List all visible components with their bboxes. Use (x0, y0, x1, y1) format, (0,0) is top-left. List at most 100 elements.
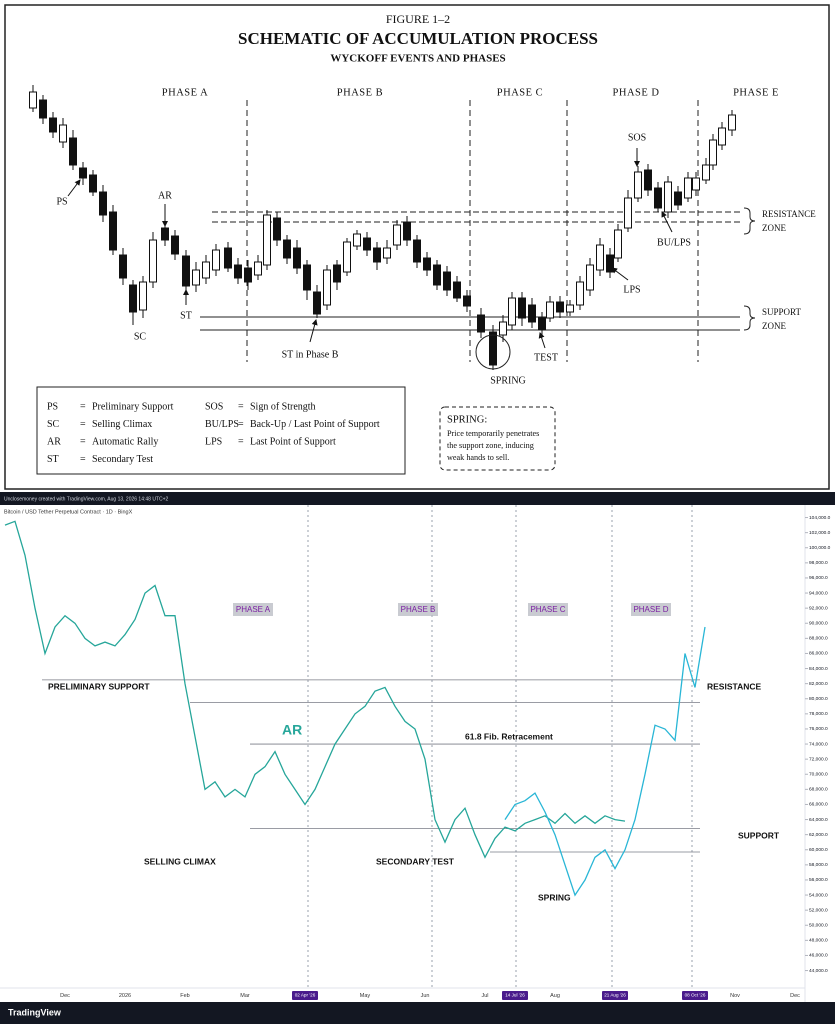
candle-body (453, 281, 461, 299)
y-tick-label: 66,000.0 (809, 802, 828, 808)
candle-body (79, 167, 87, 179)
phase-tag-bg (233, 603, 273, 616)
legend-text: SC (47, 419, 60, 430)
event-arrows (67, 148, 673, 349)
annotation: AR (282, 722, 302, 738)
candle-body (433, 264, 441, 286)
y-tick-label: 44,000.0 (809, 968, 828, 974)
event-label: BU/LPS (657, 237, 691, 248)
y-tick-label: 68,000.0 (809, 787, 828, 793)
candle-body (413, 239, 421, 263)
candle-body (273, 217, 281, 241)
candle-body (644, 169, 652, 191)
y-tick-label: 104,000.0 (809, 515, 831, 521)
legend-text: = (238, 436, 244, 447)
candle-body (69, 137, 77, 166)
candle-body (323, 269, 331, 306)
figure-number: FIGURE 1–2 (386, 12, 450, 26)
candle-body (383, 247, 391, 259)
candle-body (234, 264, 242, 279)
x-tick-label: 21 Aug '26 (604, 993, 626, 998)
candle-body (129, 284, 137, 313)
candle-body (89, 174, 97, 193)
candle-body (393, 224, 401, 246)
phase-tag: PHASE B (401, 605, 436, 614)
annotation: SECONDARY TEST (376, 856, 455, 866)
chart-area (0, 505, 835, 1002)
y-tick-label: 60,000.0 (809, 847, 828, 853)
x-tick-label: 2026 (119, 993, 131, 999)
candle-body (586, 264, 594, 291)
event-label: SC (134, 331, 147, 342)
footer-logo: TradingView (8, 1007, 62, 1017)
event-label: ST in Phase B (282, 349, 339, 360)
x-tick-label: 14 Jul '26 (505, 993, 525, 998)
zone-label: ZONE (762, 321, 786, 331)
event-label: SPRING (490, 375, 526, 386)
y-tick-label: 96,000.0 (809, 575, 828, 581)
candle-body (556, 301, 564, 313)
event-label: ST (180, 310, 192, 321)
candle-body (477, 314, 485, 333)
candle-body (263, 214, 271, 266)
annotation: 61.8 Fib. Retracement (465, 731, 553, 741)
event-label: SOS (628, 132, 646, 143)
x-tick-label: Dec (60, 993, 70, 999)
x-label-highlight (602, 991, 628, 1000)
x-tick-label: 08 Oct '26 (685, 993, 706, 998)
phase-label: PHASE E (733, 87, 779, 98)
x-tick-label: Nov (730, 993, 740, 999)
legend: PS = Preliminary Support SC = Selling Climax A… (47, 401, 380, 465)
candle-body (692, 177, 700, 191)
note-line: Price temporarily penetrates (447, 429, 539, 438)
x-label-highlight (682, 991, 708, 1000)
y-tick-label: 50,000.0 (809, 923, 828, 929)
legend-text: AR (47, 436, 61, 447)
y-tick-label: 88,000.0 (809, 636, 828, 642)
y-tick-label: 72,000.0 (809, 756, 828, 762)
legend-text: LPS (205, 436, 222, 447)
candle-body (728, 114, 736, 131)
legend-text: = (238, 419, 244, 430)
schematic-candles (29, 85, 736, 370)
y-tick-label: 80,000.0 (809, 696, 828, 702)
legend-text: Secondary Test (92, 454, 153, 465)
candle-body (109, 211, 117, 251)
candle-body (634, 171, 642, 199)
phase-tag: PHASE A (236, 605, 271, 614)
y-tick-label: 56,000.0 (809, 877, 828, 883)
candle-body (546, 301, 554, 319)
x-tick-label: Aug (550, 993, 560, 999)
phase-label: PHASE B (337, 87, 383, 98)
zone-label: SUPPORT (762, 307, 801, 317)
phase-tag: PHASE C (530, 605, 565, 614)
x-tick-label: Feb (180, 993, 189, 999)
candle-body (343, 241, 351, 273)
legend-text: BU/LPS (205, 419, 239, 430)
schematic-figure: FIGURE 1–2 SCHEMATIC OF ACCUMULATION PRO… (4, 4, 830, 490)
phase-tag: PHASE D (633, 605, 668, 614)
y-tick-label: 70,000.0 (809, 772, 828, 778)
candle-body (654, 187, 662, 209)
candle-body (403, 221, 411, 241)
candle-body (212, 249, 220, 271)
legend-text: = (80, 419, 86, 430)
candle-body (702, 164, 710, 181)
candle-body (528, 304, 536, 323)
legend-text: Sign of Strength (250, 401, 316, 412)
candle-body (244, 267, 252, 283)
candle-body (443, 271, 451, 291)
candle-body (293, 247, 301, 269)
x-tick-label: May (360, 993, 371, 999)
y-tick-label: 100,000.0 (809, 545, 831, 551)
phase-tag-bg (631, 603, 671, 616)
y-tick-label: 82,000.0 (809, 681, 828, 687)
legend-text: = (238, 401, 244, 412)
y-tick-label: 102,000.0 (809, 530, 831, 536)
x-tick-label: Dec (790, 993, 800, 999)
zone-braces (743, 207, 756, 331)
legend-text: PS (47, 401, 58, 412)
x-tick-label: 02 Apr '26 (295, 993, 316, 998)
candle-body (674, 191, 682, 206)
